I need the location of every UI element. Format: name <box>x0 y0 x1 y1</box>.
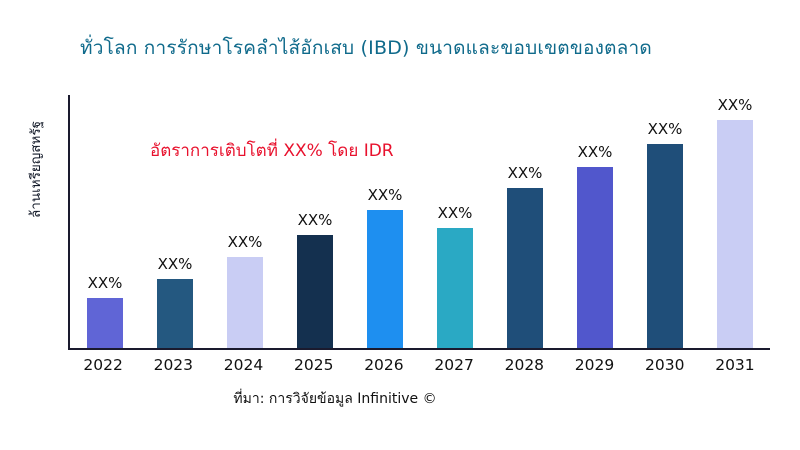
bar-2029 <box>577 167 613 348</box>
plot-area: อัตราการเติบโตที่ XX% โดย IDR XX% XX% XX% X… <box>68 95 770 350</box>
x-tick-2027: 2027 <box>434 356 474 374</box>
bar-2030 <box>647 143 683 348</box>
bar-series: XX% XX% XX% XX% XX% XX% XX% XX% XX% XX% <box>70 95 770 348</box>
bar-2026 <box>367 210 403 348</box>
bar-group-2023: XX% <box>140 95 210 348</box>
growth-annotation: อัตราการเติบโตที่ XX% โดย IDR <box>150 141 394 161</box>
bar-group-2024: XX% <box>210 95 280 348</box>
bar-group-2029: XX% <box>560 95 630 348</box>
x-tick-2028: 2028 <box>504 356 545 374</box>
x-axis-ticks: 2022 2023 2024 2025 2026 2027 2028 2029 2030 2031 <box>68 356 770 374</box>
x-tick-2025: 2025 <box>293 356 334 374</box>
bar-group-2030: XX% <box>630 95 700 348</box>
x-tick-2024: 2024 <box>223 356 264 374</box>
bar-group-2027: XX% <box>420 95 490 348</box>
bar-2031 <box>717 119 753 348</box>
x-tick-2023: 2023 <box>153 356 194 374</box>
bar-group-2022: XX% <box>70 95 140 348</box>
bar-group-2026: XX% <box>350 95 420 348</box>
bar-value-label-2026: XX% <box>367 186 403 205</box>
bar-value-label-2024: XX% <box>227 232 263 251</box>
x-tick-2029: 2029 <box>574 356 615 374</box>
bar-value-label-2030: XX% <box>647 119 683 138</box>
x-tick-2026: 2026 <box>364 356 404 374</box>
bar-value-label-2022: XX% <box>87 274 123 293</box>
bar-value-label-2028: XX% <box>507 164 543 183</box>
source-text: ที่มา: การวิจัยข้อมูล Infinitive © <box>233 391 437 407</box>
bar-2022 <box>87 298 123 348</box>
bar-2025 <box>297 234 333 348</box>
bar-value-label-2029: XX% <box>577 143 613 162</box>
bar-2027 <box>437 227 473 348</box>
bar-2024 <box>227 256 263 348</box>
bar-value-label-2025: XX% <box>297 210 333 229</box>
chart-title: ทั่วโลก การรักษาโรคลำไส้อักเสบ (IBD) ขนา… <box>80 37 652 59</box>
x-tick-2030: 2030 <box>645 356 685 374</box>
x-tick-2022: 2022 <box>83 356 123 374</box>
bar-value-label-2023: XX% <box>157 254 193 273</box>
y-axis-label: ล้านเหรียญสหรัฐ <box>28 120 44 218</box>
bar-2028 <box>507 188 543 348</box>
bar-2023 <box>157 278 193 348</box>
bar-group-2028: XX% <box>490 95 560 348</box>
bar-value-label-2031: XX% <box>717 95 753 114</box>
x-tick-2031: 2031 <box>715 356 755 374</box>
bar-group-2031: XX% <box>700 95 770 348</box>
bar-group-2025: XX% <box>280 95 350 348</box>
bar-value-label-2027: XX% <box>437 203 473 222</box>
